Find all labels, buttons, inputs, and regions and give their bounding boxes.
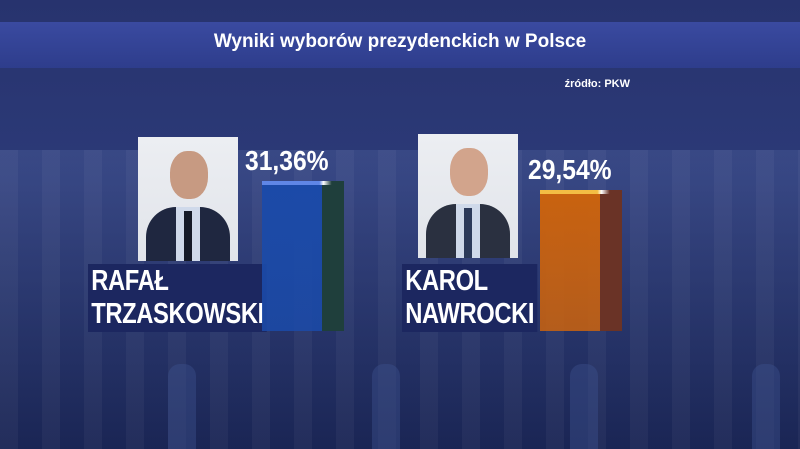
chart-title: Wyniki wyborów prezydenckich w Polsce <box>213 31 587 52</box>
source-label: źródło: PKW <box>564 78 630 90</box>
background-pillar <box>168 364 196 449</box>
background-pillar <box>752 364 780 449</box>
bar-side <box>600 189 622 331</box>
bar-cap <box>262 181 344 186</box>
bar-trzaskowski <box>262 181 344 331</box>
bar-cap <box>540 189 622 194</box>
bar-side <box>322 181 344 331</box>
background-pillar <box>570 364 598 449</box>
data-label-trzaskowski: 31,36% <box>245 145 329 177</box>
first-name: RAFAŁ <box>91 265 169 297</box>
first-name: KAROL <box>405 265 488 297</box>
last-name: NAWROCKI <box>405 298 535 330</box>
candidate-name-nawrocki: KAROL NAWROCKI <box>402 264 538 332</box>
candidate-photo-nawrocki <box>418 134 518 258</box>
candidate-photo-trzaskowski <box>138 137 238 261</box>
title-banner: Wyniki wyborów prezydenckich w Polsce <box>0 22 800 68</box>
last-name: TRZASKOWSKI <box>91 298 264 330</box>
bar-nawrocki <box>540 189 622 331</box>
background-pillar <box>372 364 400 449</box>
candidate-name-trzaskowski: RAFAŁ TRZASKOWSKI <box>88 264 268 332</box>
bar-main <box>262 181 322 331</box>
data-label-nawrocki: 29,54% <box>528 153 612 185</box>
bar-main <box>540 189 600 331</box>
